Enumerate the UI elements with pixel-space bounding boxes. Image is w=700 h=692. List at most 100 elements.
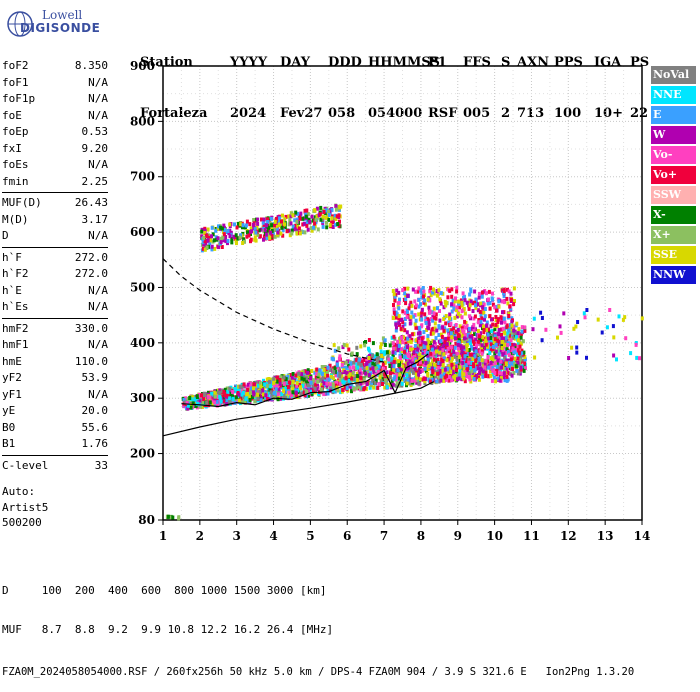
echo-point <box>291 390 295 395</box>
echo-point <box>291 213 295 218</box>
echo-point <box>514 364 518 369</box>
echo-point <box>481 305 485 310</box>
echo-point <box>474 358 478 363</box>
echo-point <box>600 330 604 335</box>
echo-point <box>439 378 443 383</box>
echo-point <box>234 233 238 238</box>
echo-point <box>507 328 511 333</box>
echo-point <box>222 225 226 230</box>
echo-point <box>218 391 222 395</box>
echo-point <box>499 359 503 364</box>
echo-point <box>241 391 245 395</box>
echo-point <box>484 374 488 379</box>
echo-point <box>478 368 482 373</box>
echo-point <box>442 328 446 333</box>
echo-point <box>201 400 205 405</box>
echo-point <box>459 329 463 334</box>
echo-point <box>326 365 330 370</box>
echo-point <box>397 316 401 321</box>
echo-point <box>562 311 566 316</box>
echo-point <box>419 342 423 347</box>
param-name: foF1p <box>2 92 36 105</box>
param-row: C-level 33 <box>2 458 108 475</box>
echo-point <box>484 335 488 340</box>
echo-point <box>459 344 463 349</box>
echo-point <box>398 372 402 377</box>
echo-point <box>608 308 612 312</box>
echo-point <box>468 292 472 297</box>
echo-point <box>223 228 227 232</box>
echo-point <box>468 338 472 343</box>
echo-point <box>290 375 294 380</box>
echo-point <box>391 341 395 346</box>
param-name: foEp <box>2 125 29 138</box>
echo-point <box>505 296 509 301</box>
echo-point <box>336 388 340 393</box>
echo-point <box>302 390 306 395</box>
echo-point <box>519 365 523 370</box>
echo-point <box>249 384 253 389</box>
echo-point <box>224 395 228 400</box>
echo-point <box>356 365 360 370</box>
echo-point <box>427 364 431 369</box>
echo-point <box>368 385 372 390</box>
echo-point <box>373 375 377 379</box>
echo-point <box>262 237 265 242</box>
echo-point <box>453 336 457 341</box>
echo-point <box>362 377 366 382</box>
echo-point <box>448 366 452 371</box>
echo-point <box>222 232 226 237</box>
echo-point <box>444 336 448 341</box>
header-row-values: Fortaleza 2024 Fev27 058 054000 RSF 005 2 713 100… <box>140 105 648 122</box>
echo-point <box>334 204 338 209</box>
echo-point <box>532 316 536 321</box>
echo-point <box>471 375 474 379</box>
echo-point <box>375 352 379 357</box>
echo-point <box>486 338 490 343</box>
param-row: foF2 8.350 <box>2 58 108 75</box>
echo-point <box>306 370 309 375</box>
header-value-5: RSF <box>428 106 458 121</box>
echo-point <box>418 356 422 361</box>
echo-point <box>291 386 295 391</box>
param-value: 20.0 <box>81 404 109 417</box>
echo-point <box>400 367 403 372</box>
echo-point <box>380 368 384 373</box>
echo-point <box>200 234 204 239</box>
echo-point <box>314 374 318 379</box>
echo-point <box>280 392 284 396</box>
echo-point <box>490 296 494 301</box>
echo-point <box>402 377 406 382</box>
echo-point <box>185 401 189 405</box>
echo-point <box>287 380 291 385</box>
echo-point <box>518 371 522 376</box>
echo-point <box>483 365 487 370</box>
echo-point <box>266 388 270 393</box>
echo-point <box>379 349 383 354</box>
echo-point <box>392 303 395 307</box>
param-row: h`E N/A <box>2 283 108 300</box>
echo-point <box>447 330 451 335</box>
echo-point <box>227 231 231 236</box>
echo-point <box>379 358 383 363</box>
echo-point <box>333 383 337 388</box>
echo-point <box>457 376 461 381</box>
echo-point <box>500 365 504 370</box>
echo-point <box>330 216 334 221</box>
logo-line1: Lowell <box>42 8 83 22</box>
echo-point <box>297 371 301 376</box>
echo-point <box>484 370 488 375</box>
echo-point <box>491 302 495 307</box>
echo-point <box>430 347 434 352</box>
param-row: fxI 9.20 <box>2 141 108 158</box>
echo-point <box>441 344 445 349</box>
echo-point <box>314 383 318 388</box>
echo-point <box>381 382 384 386</box>
echo-point <box>335 385 339 390</box>
echo-point <box>426 361 430 366</box>
echo-point <box>253 237 257 242</box>
echo-point <box>505 378 509 383</box>
echo-point <box>490 333 494 338</box>
echo-point <box>203 228 207 233</box>
echo-point <box>261 388 264 393</box>
